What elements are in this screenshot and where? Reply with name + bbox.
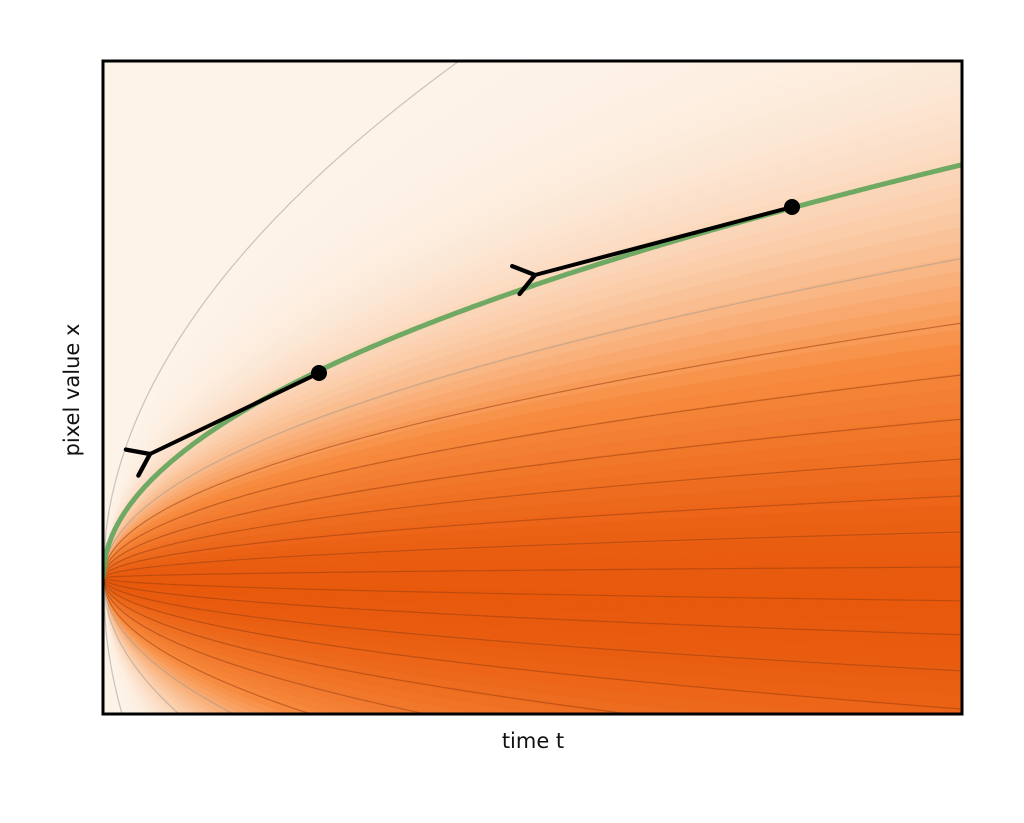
x-axis-label: time t [501,729,565,753]
contour-line [103,374,962,579]
trajectory-points [311,199,800,381]
contour-line [103,418,962,579]
contour-line [103,577,962,672]
contour-line [103,61,461,579]
density-heatmap [103,61,962,714]
contour-line [103,577,635,714]
contour-line [103,495,962,579]
contour-line [103,577,313,714]
contour-line [103,577,962,602]
contour-line [103,531,962,579]
contour-line [103,458,962,579]
arrow [510,205,794,297]
y-axis-label: pixel value x [60,323,84,457]
contour-line [103,577,429,714]
contour-line [103,257,962,579]
quantile-contours [103,61,962,714]
reverse-step-arrows [123,205,794,478]
arrow [123,371,321,478]
trajectory-point [311,365,327,381]
contour-line [103,322,962,579]
contour-line [103,577,962,710]
contour-line [103,566,962,579]
trajectory-point [784,199,800,215]
plot-frame [101,59,964,716]
contour-line [103,577,962,636]
